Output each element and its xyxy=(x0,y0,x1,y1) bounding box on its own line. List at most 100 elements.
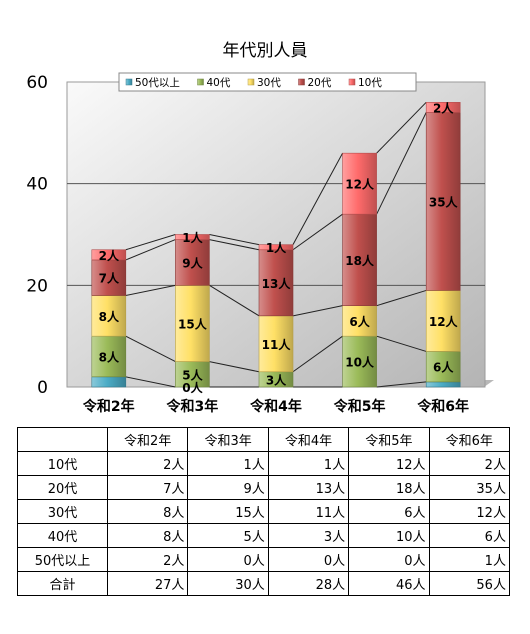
bar-segment xyxy=(175,239,210,286)
table-row-total: 合計 27人 30人 28人 46人 56人 xyxy=(17,571,510,596)
legend-label: 30代 xyxy=(257,77,281,89)
table-cell: 2人 xyxy=(106,547,189,572)
series-line xyxy=(209,284,260,317)
data-label: 12人 xyxy=(345,177,375,192)
bar-segment xyxy=(258,244,294,251)
data-label: 12人 xyxy=(429,314,459,329)
bar-segment xyxy=(91,376,127,388)
bar-segment xyxy=(425,351,461,383)
legend-swatch xyxy=(348,78,356,86)
table-cell: 12人 xyxy=(428,499,510,524)
table-cell: 5人 xyxy=(187,523,269,548)
table-cell: 9人 xyxy=(187,475,269,500)
x-axis-ticks: 令和2年 令和3年 令和4年 令和5年 令和6年 xyxy=(82,398,469,415)
table-cell: 0人 xyxy=(267,547,350,572)
stacked-bar-chart: 年代別人員 0人 8人 5人 3人 10人 6人 8人 15人 11人 6人 12人 7人 9人 13人 1… xyxy=(26,41,494,415)
table-cell: 8人 xyxy=(106,523,189,548)
row-label: 20代 xyxy=(17,475,108,500)
series-line xyxy=(209,361,260,373)
data-label: 9人 xyxy=(182,255,203,270)
series-line xyxy=(125,376,176,388)
data-label: 13人 xyxy=(262,276,292,291)
table-header-row: 令和2年 令和3年 令和4年 令和5年 令和6年 xyxy=(17,427,510,452)
row-label: 50代以上 xyxy=(17,547,108,572)
table-header-cell: 令和5年 xyxy=(348,427,430,452)
data-label: 6人 xyxy=(433,360,454,375)
y-tick-label: 60 xyxy=(26,73,48,93)
data-label: 18人 xyxy=(345,253,375,268)
x-tick-label: 令和4年 xyxy=(249,398,302,415)
table-cell: 18人 xyxy=(348,475,430,500)
table-cell: 12人 xyxy=(348,451,430,476)
legend-swatch xyxy=(125,78,133,86)
data-labels: 0人 8人 5人 3人 10人 6人 8人 15人 11人 6人 12人 7人 9人 13人 18人 35人 2… xyxy=(99,100,459,395)
legend-swatch xyxy=(298,78,305,86)
legend-swatch xyxy=(197,78,204,86)
bar-segment xyxy=(175,285,210,362)
y-tick-label: 0 xyxy=(37,378,48,398)
bar-segment xyxy=(425,102,461,113)
series-line xyxy=(292,305,343,317)
series-line xyxy=(125,284,176,296)
data-label: 35人 xyxy=(429,194,459,209)
series-line xyxy=(292,335,343,373)
table-row: 40代 8人 5人 3人 10人 6人 xyxy=(17,523,510,548)
legend-box xyxy=(118,72,417,92)
bar-segment xyxy=(91,335,127,378)
series-line xyxy=(125,234,176,251)
table-cell: 0人 xyxy=(348,547,430,572)
table-cell: 1人 xyxy=(428,547,510,572)
table-row: 30代 8人 15人 11人 6人 12人 xyxy=(17,499,510,524)
table-cell: 30人 xyxy=(187,571,269,596)
data-label: 10人 xyxy=(345,355,375,370)
table-cell: 28人 xyxy=(267,571,350,596)
table-header-cell: 令和6年 xyxy=(428,427,510,452)
table-cell: 6人 xyxy=(348,499,430,524)
table-cell: 46人 xyxy=(348,571,430,596)
bar-segment xyxy=(91,249,127,261)
bar-segment xyxy=(425,381,461,388)
data-label: 5人 xyxy=(182,367,203,382)
series-line xyxy=(376,112,427,215)
legend: 50代以上 40代 30代 20代 10代 xyxy=(118,72,417,92)
x-tick-label: 令和3年 xyxy=(166,398,219,415)
series-line xyxy=(209,234,260,246)
chart-title: 年代別人員 xyxy=(223,41,308,61)
table-cell: 35人 xyxy=(428,475,510,500)
data-label: 2人 xyxy=(433,100,454,115)
data-label: 15人 xyxy=(178,316,208,331)
legend-label: 20代 xyxy=(308,77,332,89)
table-cell: 11人 xyxy=(267,499,350,524)
table-row: 50代以上 2人 0人 0人 0人 1人 xyxy=(17,547,510,572)
table-header-cell: 令和2年 xyxy=(106,427,189,452)
table-cell: 1人 xyxy=(187,451,269,476)
legend-label: 10代 xyxy=(358,77,382,89)
table-cell: 0人 xyxy=(187,547,269,572)
table-header-cell xyxy=(17,427,108,452)
series-line xyxy=(292,152,344,245)
y-tick-label: 40 xyxy=(26,175,48,195)
table-header-cell: 令和4年 xyxy=(267,427,350,452)
x-tick-label: 令和5年 xyxy=(333,398,386,415)
row-label: 40代 xyxy=(17,523,108,548)
table-cell: 8人 xyxy=(106,499,189,524)
data-label: 1人 xyxy=(182,230,203,245)
table-cell: 7人 xyxy=(106,475,189,500)
data-label: 1人 xyxy=(266,240,287,255)
series-line xyxy=(376,289,427,307)
row-label: 10代 xyxy=(17,451,108,476)
bar-segment xyxy=(342,305,377,337)
table-cell: 3人 xyxy=(267,523,350,548)
table-row: 20代 7人 9人 13人 18人 35人 xyxy=(17,475,510,500)
series-connector-lines xyxy=(125,101,427,388)
series-line xyxy=(209,239,260,251)
series-line xyxy=(125,335,176,363)
y-axis-ticks: 0 20 40 60 xyxy=(26,73,48,398)
table-cell: 15人 xyxy=(187,499,269,524)
data-label: 0人 xyxy=(182,380,203,395)
table-cell: 1人 xyxy=(267,451,350,476)
bar-segment xyxy=(175,361,210,388)
table-row: 10代 2人 1人 1人 12人 2人 xyxy=(17,451,510,476)
table-header-cell: 令和3年 xyxy=(187,427,269,452)
row-label: 合計 xyxy=(17,571,108,596)
